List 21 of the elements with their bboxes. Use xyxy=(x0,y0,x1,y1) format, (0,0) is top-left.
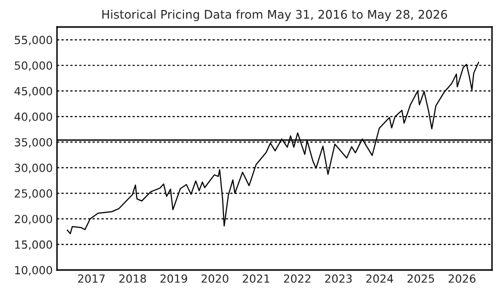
x-tick-label: 2022 xyxy=(284,274,310,283)
y-tick-label: 50,000 xyxy=(14,61,52,71)
y-tick-label: 10,000 xyxy=(15,266,52,276)
y-tick-label: 30,000 xyxy=(14,164,52,174)
x-tick-label: 2019 xyxy=(160,274,188,283)
chart-title: Historical Pricing Data from May 31, 2016 to May 28, 2026 xyxy=(102,10,448,22)
x-tick-label: 2023 xyxy=(325,274,352,283)
x-tick-label: 2018 xyxy=(119,274,146,283)
x-tick-label: 2021 xyxy=(242,274,270,283)
y-tick-label: 45,000 xyxy=(14,86,52,96)
x-tick-label: 2017 xyxy=(78,274,105,283)
y-tick-label: 55,000 xyxy=(14,36,52,46)
y-tick-label: 35,000 xyxy=(14,138,52,148)
x-tick-label: 2025 xyxy=(408,274,434,283)
y-tick-label: 15,000 xyxy=(15,240,52,250)
y-tick-label: 20,000 xyxy=(14,214,52,224)
y-tick-label: 40,000 xyxy=(14,112,52,122)
x-tick-label: 2020 xyxy=(202,274,228,283)
x-tick-label: 2024 xyxy=(366,274,394,283)
y-tick-label: 25,000 xyxy=(14,189,52,199)
x-tick-label: 2026 xyxy=(448,274,476,283)
